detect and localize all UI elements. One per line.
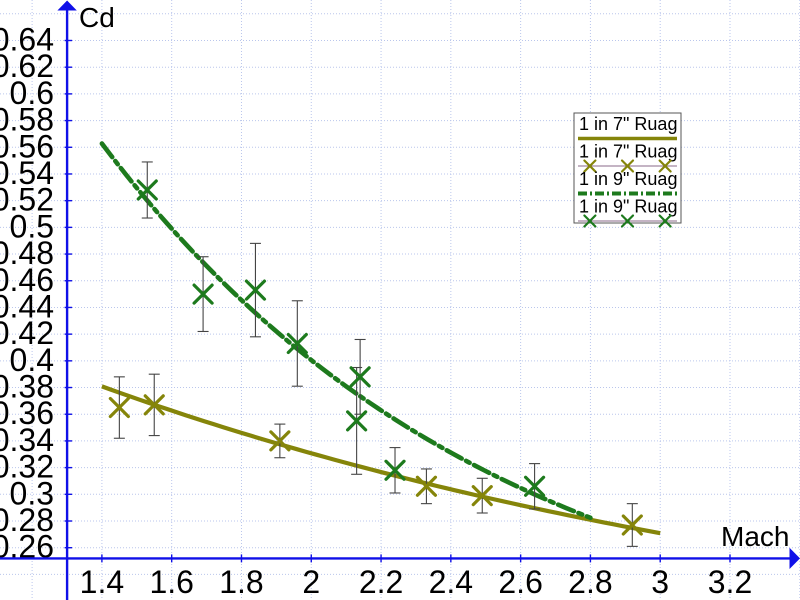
svg-text:2.8: 2.8: [568, 564, 612, 600]
svg-text:Cd: Cd: [79, 2, 115, 33]
svg-text:3.2: 3.2: [708, 564, 752, 600]
svg-text:1 in 9" Ruag: 1 in 9" Ruag: [579, 197, 677, 217]
svg-text:Mach: Mach: [721, 521, 789, 552]
svg-text:3: 3: [651, 564, 669, 600]
svg-text:2.2: 2.2: [359, 564, 403, 600]
svg-text:1.8: 1.8: [219, 564, 263, 600]
svg-text:1 in 9" Ruag: 1 in 9" Ruag: [579, 169, 677, 189]
svg-text:1.4: 1.4: [80, 564, 124, 600]
svg-text:2.4: 2.4: [429, 564, 473, 600]
svg-text:1.6: 1.6: [149, 564, 193, 600]
svg-text:2.6: 2.6: [498, 564, 542, 600]
svg-text:1 in 7" Ruag: 1 in 7" Ruag: [579, 114, 677, 134]
svg-text:1 in 7" Ruag: 1 in 7" Ruag: [579, 142, 677, 162]
svg-text:2: 2: [302, 564, 320, 600]
